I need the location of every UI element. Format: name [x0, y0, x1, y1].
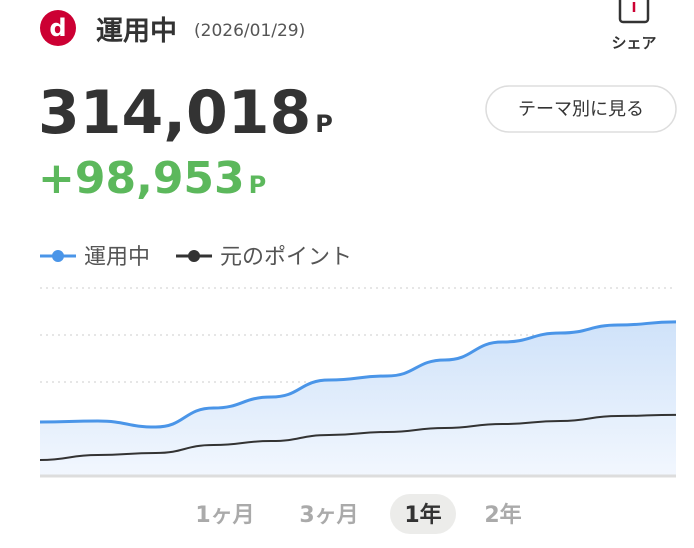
total-value: 314,018 — [38, 78, 311, 148]
date: (2026/01/29) — [194, 21, 305, 41]
legend-dot — [188, 250, 201, 262]
area — [40, 321, 676, 476]
series-line — [39, 320, 677, 429]
title: 運用中 — [96, 16, 177, 47]
tab-selected-bg[interactable] — [390, 494, 456, 534]
share-icon[interactable] — [618, 0, 650, 24]
legend-dot — [52, 250, 64, 262]
series-line — [39, 413, 677, 462]
chart: 運用中 元のポイント — [39, 245, 677, 478]
gain-value: +98,953 — [38, 153, 245, 204]
theme-button[interactable] — [485, 85, 677, 133]
d-logo-letter: d — [49, 14, 66, 42]
range-tab[interactable]: 1年 — [404, 502, 441, 528]
range-tab[interactable]: 2年 — [484, 502, 521, 528]
range-tab[interactable]: 3ヶ月 — [299, 503, 358, 528]
total-unit: P — [315, 110, 333, 138]
legend-label: 元のポイント — [220, 245, 352, 270]
legend-label: 運用中 — [84, 245, 150, 270]
theme-button-label[interactable]: テーマ別に見る — [518, 99, 644, 120]
d-logo — [40, 10, 76, 46]
range-tab[interactable]: 1ヶ月 — [195, 503, 254, 528]
share-label[interactable]: シェア — [611, 34, 656, 52]
gain-unit: P — [249, 171, 267, 199]
